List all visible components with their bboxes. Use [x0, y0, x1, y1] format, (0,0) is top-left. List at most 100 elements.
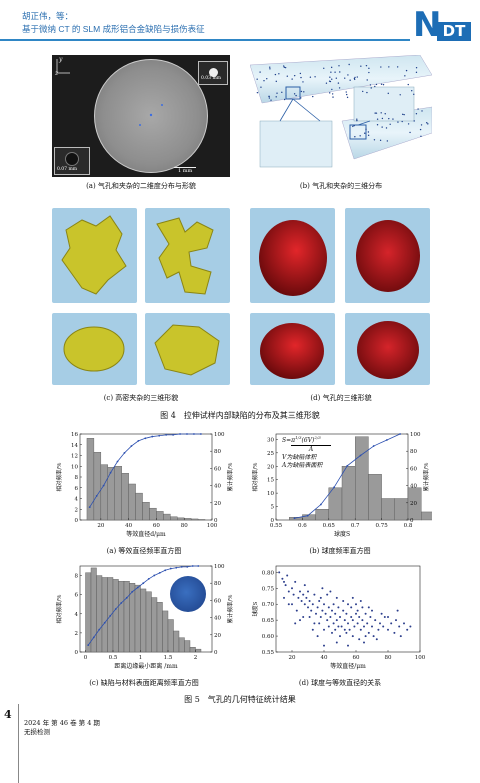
hist-bar — [114, 466, 122, 521]
cumulative-point — [165, 433, 168, 436]
x-tick-label: 60 — [153, 523, 160, 529]
scatter-point — [297, 596, 300, 599]
x-axis-label: 等效直径d/μm — [126, 530, 166, 538]
scatter-point — [291, 587, 293, 590]
defect-dot — [346, 93, 348, 96]
cumulative-point — [92, 636, 95, 639]
cumulative-point — [293, 517, 296, 520]
defect-dot — [373, 139, 376, 141]
hist-bar — [189, 647, 196, 653]
defect-dot — [405, 69, 408, 72]
defect-dot — [300, 97, 302, 99]
defect-dot — [368, 71, 370, 74]
y-tick-label: 4 — [75, 497, 79, 503]
scatter-point — [316, 606, 319, 609]
y2-tick-label: 80 — [214, 581, 221, 587]
defect-dot — [370, 87, 372, 89]
y-tick-label: 5 — [271, 505, 275, 511]
zoom-arrow-2 — [357, 120, 371, 126]
defect-dot — [269, 66, 271, 68]
hist-bar — [142, 502, 150, 521]
formula-note-v: V为缺陷体积 — [282, 454, 317, 461]
cumulative-point — [147, 578, 150, 580]
cumulative-point — [399, 433, 401, 435]
scatter-point — [323, 644, 325, 647]
scatter-point — [335, 619, 338, 622]
fig5d-caption: (d) 球度与等效直径的关系 — [298, 679, 382, 687]
scatter-point — [319, 596, 322, 599]
cumulative-point — [197, 565, 200, 567]
y-axis-label: 相对频率/% — [55, 594, 63, 623]
x-tick-label: 80 — [385, 655, 392, 661]
inclusion-shape — [61, 215, 127, 295]
defect-dot — [417, 108, 419, 110]
defect-dot — [381, 126, 383, 128]
defect-dot — [295, 94, 297, 97]
scatter-point — [348, 628, 351, 631]
defect-dot — [275, 96, 277, 98]
defect-dot — [300, 90, 303, 93]
scatter-point — [390, 622, 393, 625]
scatter-point — [343, 628, 346, 631]
scatter-point — [380, 612, 383, 615]
defect-dot — [270, 99, 272, 101]
y2-tick-label: 20 — [410, 501, 417, 507]
defect-dot — [354, 136, 356, 138]
x-tick-label: 0.7 — [351, 523, 360, 529]
hist-bar — [368, 474, 382, 521]
scatter-point — [374, 619, 377, 622]
scatter-point — [321, 587, 324, 590]
defect-dot — [407, 83, 409, 86]
scatter-point — [343, 619, 346, 622]
y2-tick-label: 0 — [214, 518, 218, 524]
defect-dot — [256, 91, 259, 94]
defect-dot — [380, 66, 382, 68]
cumulative-point — [175, 566, 178, 569]
scatter-point — [347, 644, 349, 647]
inclusion-shape — [154, 324, 220, 376]
x-tick-label: 0.55 — [270, 523, 283, 529]
hist-bar — [96, 575, 103, 653]
defect-dot — [396, 66, 399, 68]
defect-dot — [335, 77, 338, 79]
cumulative-point — [158, 571, 161, 574]
hist-bar — [173, 630, 180, 653]
pore-shape — [356, 220, 420, 292]
defect-dots — [256, 63, 429, 142]
scatter-point — [345, 631, 348, 634]
pore-shape — [259, 220, 327, 296]
defect-dot — [268, 95, 270, 98]
zoom-panel-1 — [259, 120, 333, 168]
scatter-point — [335, 596, 338, 599]
x-tick-label: 1.5 — [164, 655, 173, 661]
cumulative-point — [95, 495, 98, 497]
scatter-point — [358, 615, 361, 618]
x-tick-label: 0.5 — [109, 655, 118, 661]
inclusion-shape — [63, 326, 125, 372]
pore-dark — [65, 152, 79, 166]
hist-bar — [302, 514, 316, 521]
y2-tick-label: 100 — [214, 564, 225, 570]
y-tick-label: 0.75 — [262, 586, 275, 592]
scatter-point — [363, 641, 365, 644]
defect-dot — [386, 140, 389, 142]
y-tick-label: 10 — [71, 464, 78, 470]
scatter-point — [387, 615, 389, 618]
header-title: 基于微纳 CT 的 SLM 成形铝合金缺陷与损伤表征 — [22, 24, 205, 34]
hist-bar — [394, 498, 409, 521]
scatter-point — [326, 619, 329, 622]
defect-dot — [360, 65, 362, 67]
y-tick-label: 10 — [267, 491, 274, 497]
scatter-point — [363, 625, 365, 628]
scatter-point — [375, 638, 378, 641]
defect-dot — [353, 78, 356, 81]
defect-dot — [411, 89, 413, 92]
cumulative-point — [193, 433, 195, 435]
scatter-point — [361, 606, 364, 609]
defect-dot — [259, 71, 261, 73]
scatter-point — [307, 590, 309, 593]
pore-tile-1 — [250, 208, 335, 303]
defect-dot — [312, 95, 314, 98]
scatter-point — [318, 600, 321, 603]
scale-top: 0.03 mm — [201, 76, 221, 81]
